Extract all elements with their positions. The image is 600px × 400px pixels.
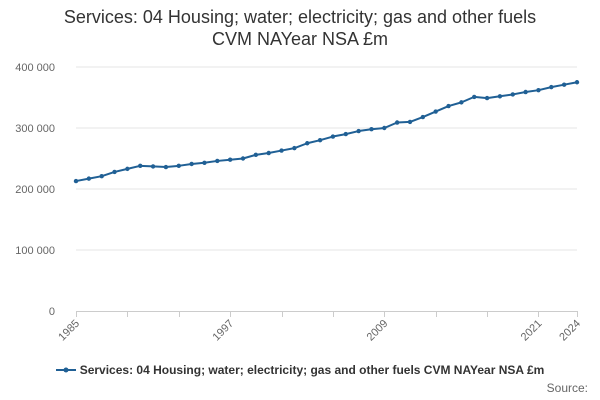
data-point[interactable] — [138, 163, 143, 169]
data-point[interactable] — [382, 125, 387, 131]
y-tick-label: 400 000 — [15, 62, 55, 74]
x-tick-label: 1997 — [210, 318, 236, 344]
data-point[interactable] — [317, 138, 323, 143]
data-point[interactable] — [459, 100, 464, 105]
y-tick-label: 100 000 — [15, 245, 55, 257]
x-tick-label: 2024 — [557, 318, 583, 344]
y-tick-label: 200 000 — [15, 184, 55, 196]
data-point[interactable] — [343, 131, 348, 137]
legend[interactable]: Services: 04 Housing; water; electricity… — [0, 363, 600, 377]
x-tick-label: 2009 — [365, 318, 391, 344]
data-point[interactable] — [523, 89, 528, 95]
data-point[interactable] — [240, 156, 246, 161]
y-tick-label: 0 — [49, 306, 55, 318]
x-tick-label: 1985 — [56, 318, 82, 344]
data-point[interactable] — [189, 161, 194, 167]
data-point[interactable] — [561, 82, 567, 87]
legend-swatch — [55, 367, 76, 373]
chart-title-line-1: Services: 04 Housing; water; electricity… — [63, 7, 537, 27]
data-point[interactable] — [266, 150, 271, 156]
data-point[interactable] — [574, 80, 580, 85]
axes: 0 100 000 200 000 300 000 400 000 1985 1997 200… — [15, 62, 583, 343]
data-point[interactable] — [497, 94, 503, 99]
data-point[interactable] — [112, 169, 117, 175]
data-point[interactable] — [227, 157, 233, 162]
data-point[interactable] — [510, 92, 515, 97]
data-point[interactable] — [215, 158, 220, 164]
data-point[interactable] — [125, 166, 130, 172]
data-point[interactable] — [99, 173, 104, 179]
data-point[interactable] — [163, 164, 169, 170]
data-point[interactable] — [86, 176, 92, 181]
data-point[interactable] — [407, 119, 413, 125]
data-point[interactable] — [484, 95, 490, 101]
data-point[interactable] — [536, 87, 541, 93]
data-point[interactable] — [330, 134, 336, 139]
data-point[interactable] — [176, 163, 181, 169]
series-line — [75, 81, 578, 183]
series-layer — [73, 80, 580, 184]
data-point[interactable] — [253, 152, 259, 158]
data-point[interactable] — [433, 109, 438, 114]
data-point[interactable] — [292, 145, 297, 151]
data-point[interactable] — [446, 103, 451, 109]
data-point[interactable] — [472, 94, 477, 100]
data-point[interactable] — [202, 160, 207, 165]
data-point[interactable] — [420, 114, 426, 120]
data-point[interactable] — [150, 164, 156, 169]
data-point[interactable] — [356, 128, 361, 134]
source-label: Source: — [546, 381, 588, 395]
data-point[interactable] — [549, 84, 554, 90]
legend-label: Services: 04 Housing; water; electricity… — [79, 363, 545, 377]
data-point[interactable] — [279, 148, 284, 153]
data-point[interactable] — [305, 141, 310, 146]
y-tick-label: 300 000 — [15, 123, 55, 135]
gridlines — [76, 66, 577, 251]
data-point[interactable] — [394, 120, 400, 125]
x-tick-label: 2021 — [519, 318, 545, 344]
chart-title-line-2: CVM NAYear NSA £m — [211, 29, 389, 49]
chart-title: Services: 04 Housing; water; electricity… — [0, 6, 600, 50]
data-point[interactable] — [73, 178, 79, 184]
data-point[interactable] — [369, 127, 374, 132]
